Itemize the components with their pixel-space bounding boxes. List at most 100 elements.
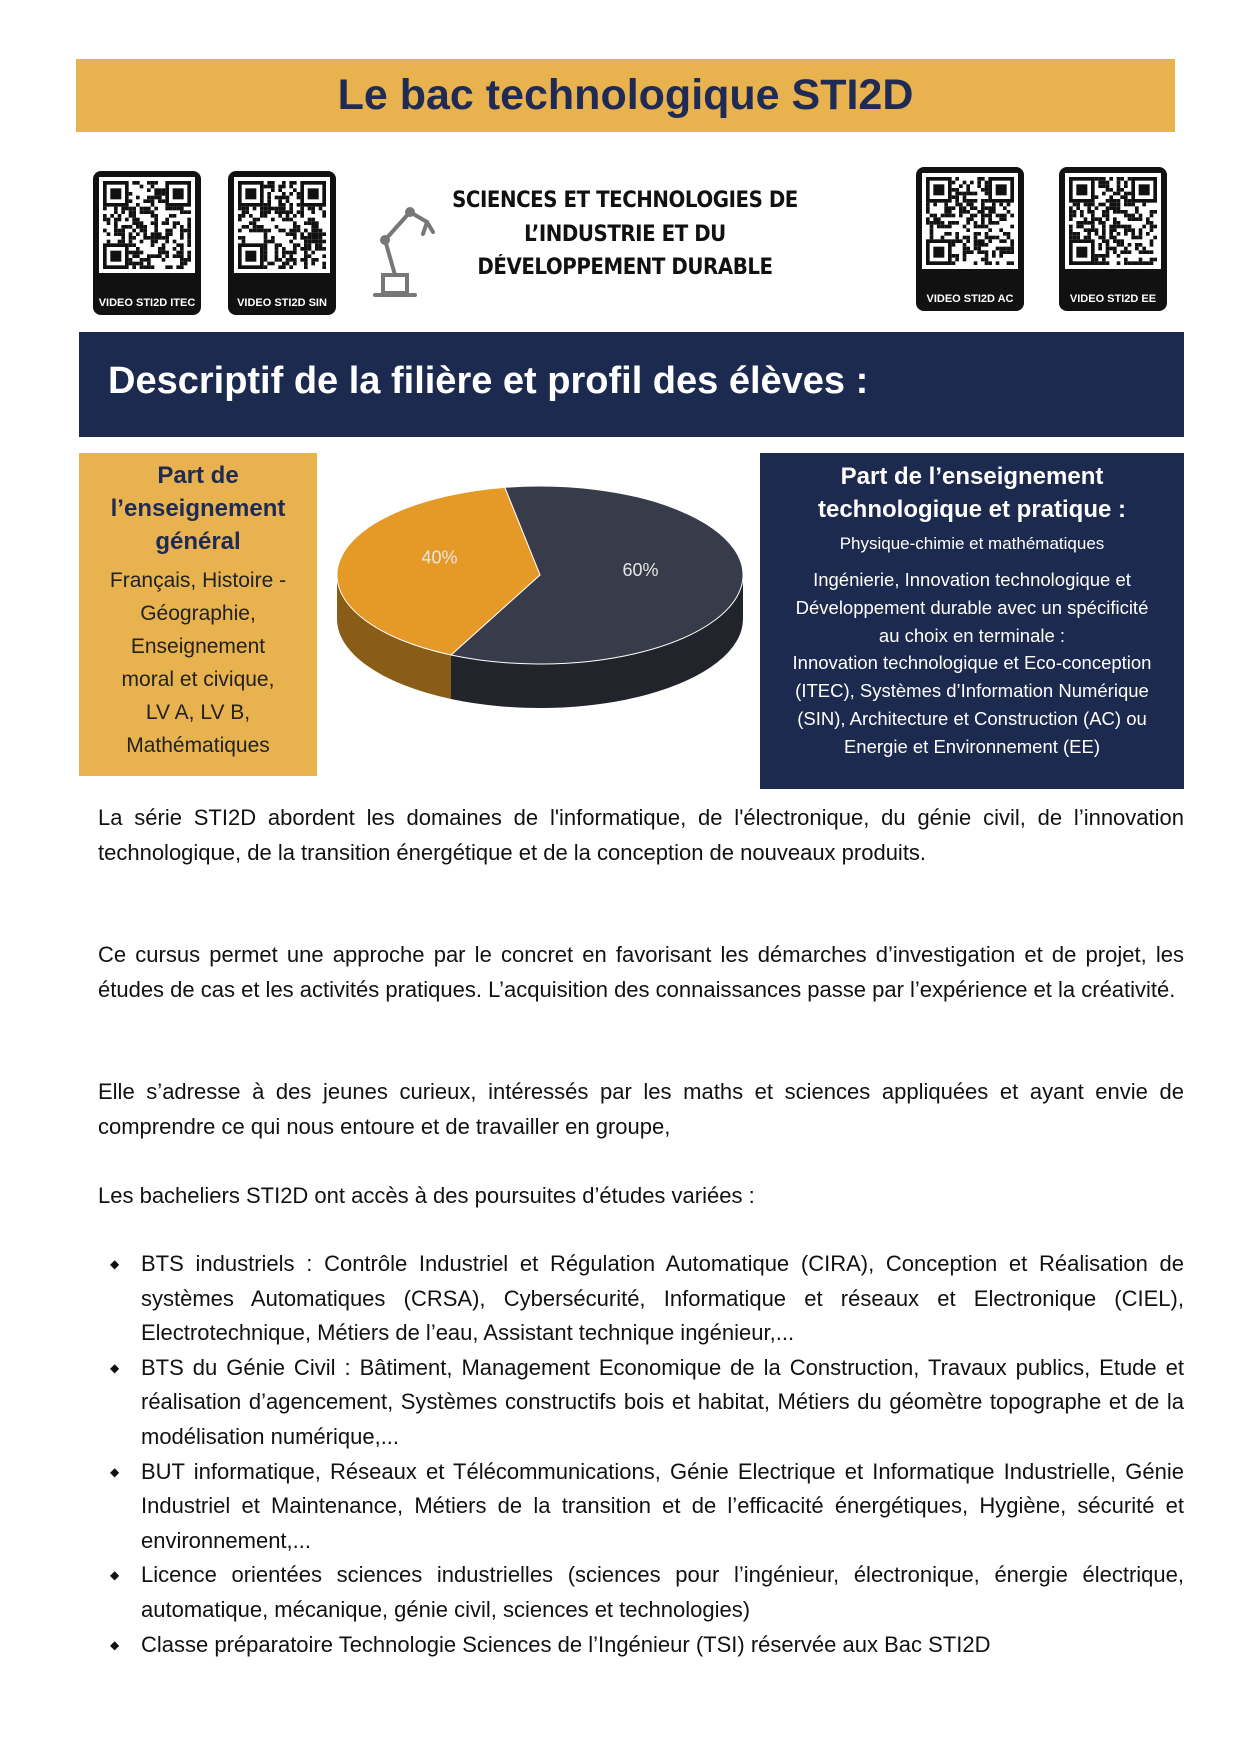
qr-module xyxy=(962,224,967,229)
qr-module xyxy=(1124,213,1128,218)
qr-module xyxy=(132,265,136,269)
qr-module xyxy=(128,210,133,214)
qr-module xyxy=(1105,199,1110,203)
qr-module xyxy=(984,206,989,210)
qr-module xyxy=(187,232,191,236)
qr-module xyxy=(970,213,974,218)
qr-module xyxy=(1113,210,1117,214)
qr-module xyxy=(103,206,107,211)
qr-module xyxy=(1124,202,1128,207)
subtitle-line: SCIENCES ET TECHNOLOGIES DE xyxy=(452,188,798,213)
qr-code[interactable]: VIDEO STI2D EE xyxy=(1059,167,1167,311)
qr-module xyxy=(1105,250,1110,254)
qr-module xyxy=(959,184,963,188)
qr-module xyxy=(311,225,315,229)
qr-module xyxy=(183,261,188,266)
qr-module xyxy=(154,225,158,229)
qr-module xyxy=(966,210,970,214)
qr-module xyxy=(1080,221,1084,225)
qr-module xyxy=(977,243,981,247)
qr-module xyxy=(278,203,282,207)
qr-module xyxy=(1138,261,1143,265)
qr-code[interactable]: VIDEO STI2D AC xyxy=(916,167,1024,311)
qr-module xyxy=(929,224,934,229)
qr-module xyxy=(128,199,133,203)
qr-module xyxy=(143,210,147,214)
qr-module xyxy=(1091,202,1095,207)
qr-module xyxy=(1124,180,1128,185)
qr-module xyxy=(304,247,308,251)
qr-module xyxy=(121,206,125,211)
qr-module xyxy=(289,192,293,196)
paragraph: La série STI2D abordent les domaines de … xyxy=(98,805,1184,865)
qr-module xyxy=(970,217,974,221)
qr-module xyxy=(187,250,191,255)
qr-finder xyxy=(245,188,257,200)
qr-module xyxy=(263,258,268,262)
qr-module xyxy=(172,247,177,251)
qr-module xyxy=(278,188,282,192)
qr-module xyxy=(315,239,319,244)
qr-module xyxy=(241,236,246,240)
qr-module xyxy=(128,239,133,244)
qr-module xyxy=(274,195,279,200)
qr-module xyxy=(1098,217,1102,221)
qr-module xyxy=(241,210,246,214)
qr-module xyxy=(984,184,989,188)
qr-module xyxy=(973,235,978,240)
qr-module xyxy=(1105,213,1110,218)
qr-module xyxy=(1138,257,1143,262)
qr-module xyxy=(285,210,290,214)
qr-module xyxy=(1006,246,1011,251)
qr-module xyxy=(1069,224,1073,229)
qr-module xyxy=(103,217,107,222)
qr-module xyxy=(278,265,282,269)
qr-module xyxy=(981,177,985,181)
qr-module xyxy=(161,243,166,247)
qr-module xyxy=(180,228,184,233)
qr-module xyxy=(260,210,264,214)
qr-module xyxy=(143,232,147,236)
qr-module xyxy=(165,232,169,236)
qr-module xyxy=(165,254,169,258)
qr-module xyxy=(147,210,151,214)
qr-module xyxy=(315,221,319,225)
qr-module xyxy=(132,236,136,240)
qr-module xyxy=(1091,213,1095,218)
qr-module xyxy=(315,232,319,236)
qr-module xyxy=(988,235,992,240)
qr-module xyxy=(1153,257,1157,262)
qr-module xyxy=(1109,235,1113,240)
qr-module xyxy=(128,225,133,229)
qr-module xyxy=(1138,228,1143,232)
qr-module xyxy=(1135,210,1139,214)
qr-module xyxy=(1113,228,1117,232)
qr-label: VIDEO STI2D EE xyxy=(1069,293,1157,305)
qr-module xyxy=(973,239,978,243)
qr-module xyxy=(1069,206,1073,210)
pie-value-label: 40% xyxy=(421,548,457,568)
qr-module xyxy=(1091,228,1095,232)
qr-module xyxy=(136,232,140,236)
qr-module xyxy=(282,217,286,222)
qr-module xyxy=(150,181,155,185)
qr-module xyxy=(304,265,308,269)
qr-code[interactable]: VIDEO STI2D SIN xyxy=(228,171,336,315)
qr-module xyxy=(988,206,992,210)
qr-module xyxy=(1124,250,1128,254)
qr-module xyxy=(1127,191,1132,196)
qr-module xyxy=(322,239,326,244)
qr-module xyxy=(241,225,246,229)
qr-module xyxy=(128,236,133,240)
qr-module xyxy=(169,228,173,233)
qr-module xyxy=(289,184,293,189)
qr-module xyxy=(117,239,122,244)
qr-module xyxy=(132,261,136,266)
qr-module xyxy=(1116,184,1121,188)
qr-module xyxy=(1105,184,1110,188)
qr-module xyxy=(955,177,959,181)
qr-code[interactable]: VIDEO STI2D ITEC xyxy=(93,171,201,315)
qr-module xyxy=(180,225,184,229)
qr-module xyxy=(973,232,978,236)
